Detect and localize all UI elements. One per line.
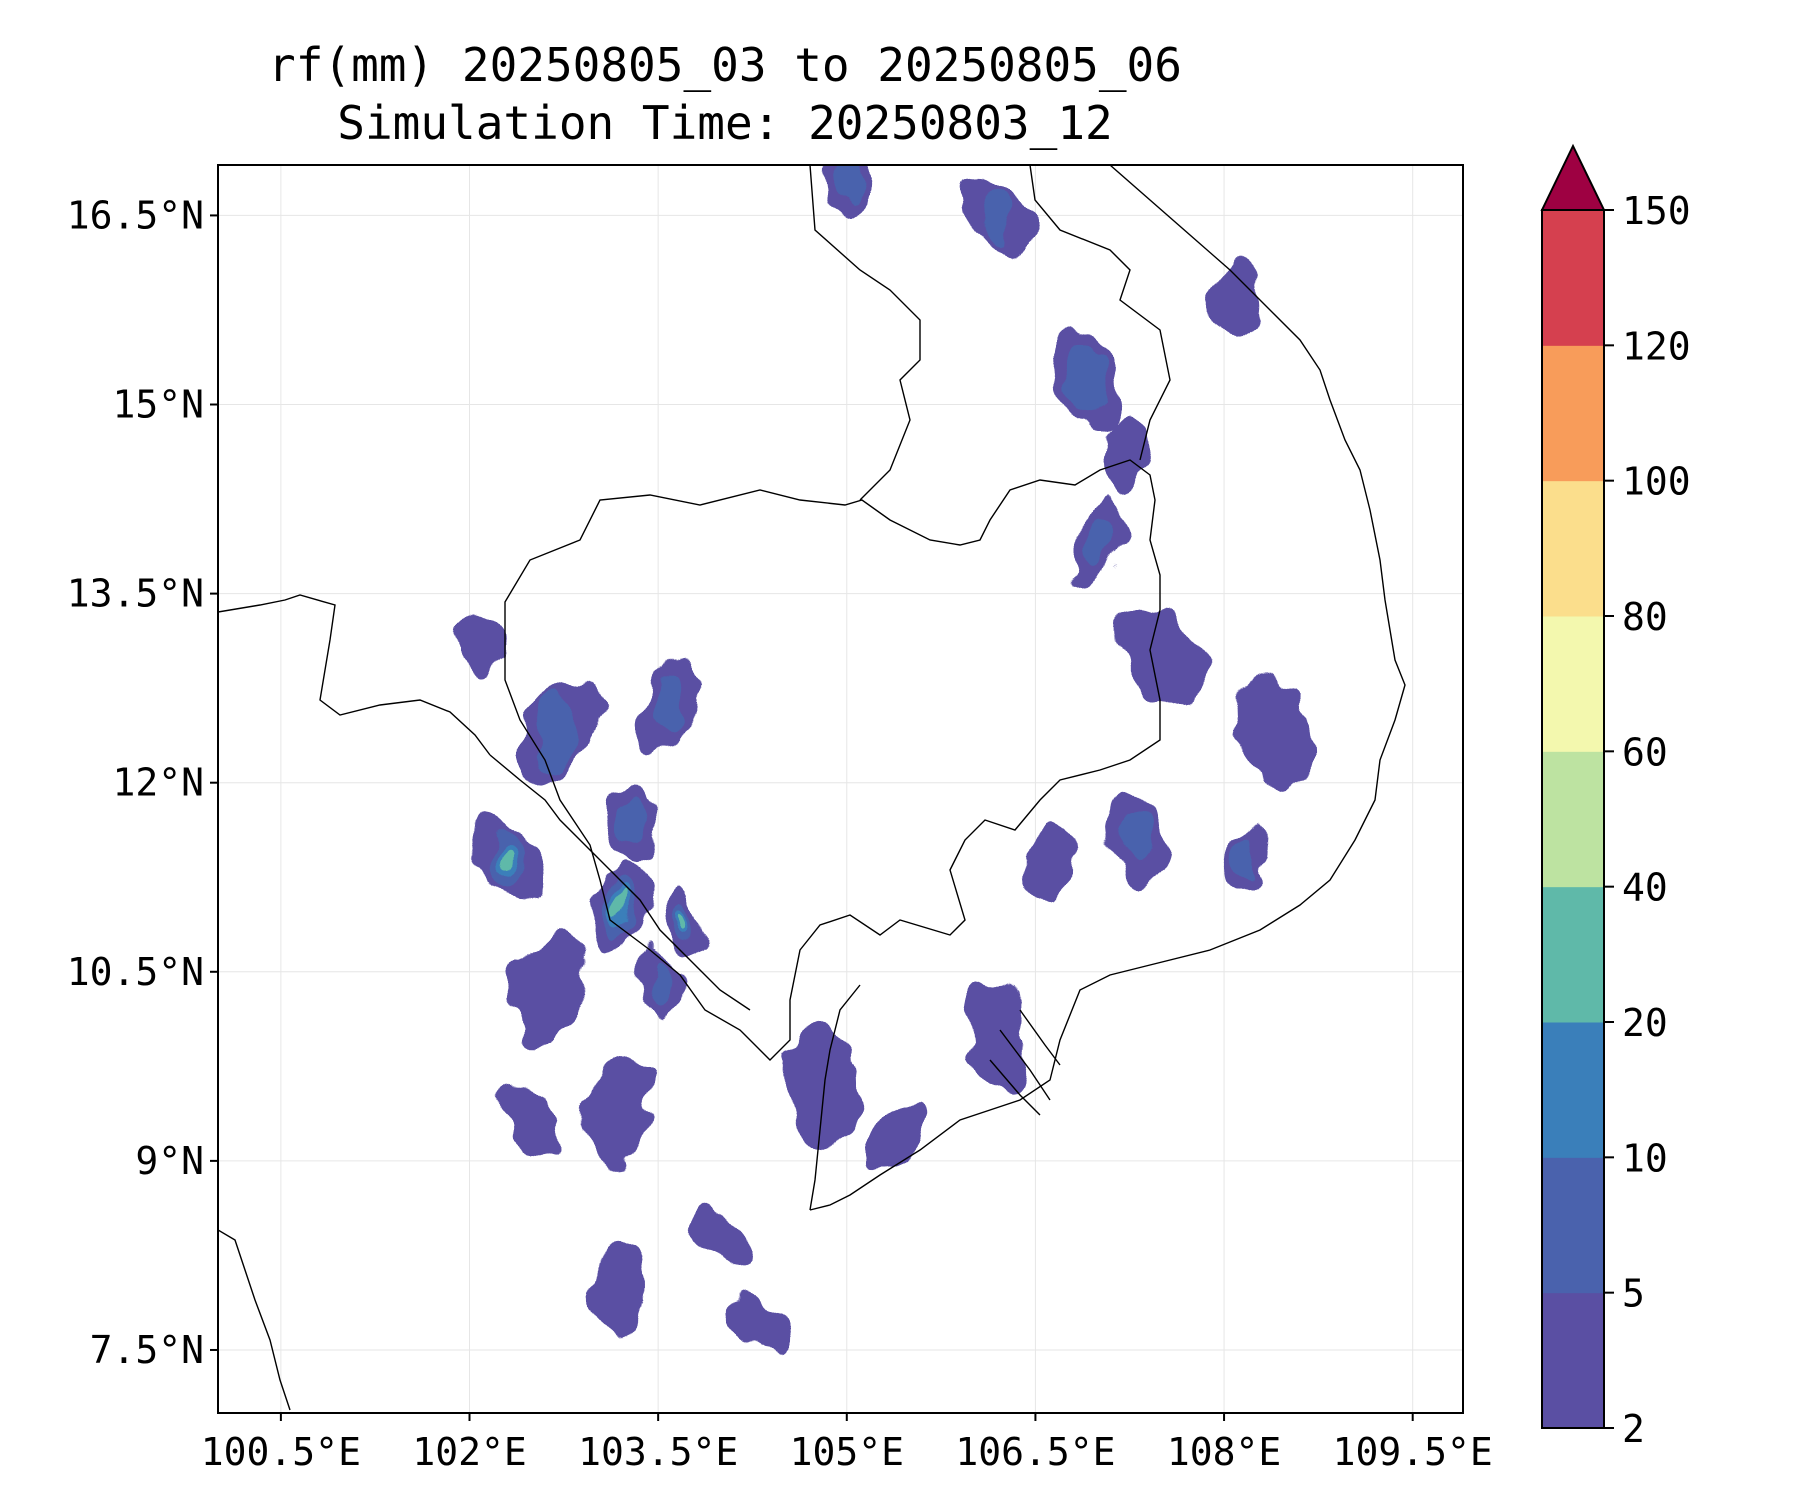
colorbar-tick-label: 40 (1622, 866, 1668, 910)
colorbar-segment (1542, 1022, 1604, 1158)
colorbar-segment (1542, 751, 1604, 888)
rain-area (1116, 605, 1207, 709)
colorbar-tick-label: 10 (1622, 1136, 1668, 1180)
colorbar-segment (1542, 1157, 1604, 1294)
rain-area-core (538, 696, 577, 769)
thailand-border (218, 594, 491, 756)
lon-tick-label: 105°E (790, 1430, 904, 1474)
colorbar: 2 5 10 20 40 60 80 100 120 150 (1540, 143, 1691, 1451)
lon-tick-label: 103.5°E (578, 1430, 738, 1474)
rain-area-core (653, 674, 689, 740)
colorbar-tick-label: 5 (1622, 1272, 1645, 1316)
lon-tick-label: 109.5°E (1333, 1430, 1493, 1474)
lon-tick-label: 106.5°E (955, 1430, 1115, 1474)
colorbar-tick-label: 20 (1622, 1001, 1668, 1045)
lon-tick-label: 102°E (412, 1430, 526, 1474)
lon-tick-label: 100.5°E (201, 1430, 361, 1474)
rain-area (788, 1025, 855, 1146)
colorbar-tick-label: 80 (1622, 595, 1668, 639)
rain-area (593, 1239, 647, 1335)
map-frame (217, 164, 1464, 1414)
colorbar-segment (1542, 345, 1604, 482)
colorbar-tick-label: 60 (1622, 730, 1668, 774)
rain-area-core (982, 186, 1014, 245)
colorbar-tick-label: 150 (1622, 189, 1691, 233)
colorbar-frame (1541, 209, 1605, 1429)
rain-area (1100, 415, 1147, 495)
colorbar-segment (1542, 1292, 1604, 1429)
rainfall-contours (462, 165, 1312, 1356)
rain-area-core (1237, 836, 1261, 880)
coastlines-and-borders (218, 165, 1406, 1411)
rain-area (866, 1098, 928, 1173)
rain-area-core (619, 795, 647, 846)
gulf-coast (218, 754, 861, 1411)
colorbar-segment (1542, 616, 1604, 752)
colorbar-tick-label: 2 (1622, 1407, 1645, 1451)
latitude-ticks: 16.5°N 15°N 13.5°N 12°N 10.5°N 9°N 7.5°N (67, 193, 218, 1372)
rain-area-max (615, 898, 626, 920)
rain-area-core (646, 962, 670, 1006)
rain-area (509, 926, 581, 1043)
colorbar-segment (1542, 480, 1604, 617)
lat-tick-label: 10.5°N (67, 950, 204, 994)
rain-area (1020, 821, 1076, 895)
longitude-ticks: 100.5°E 102°E 103.5°E 105°E 106.5°E 108°E 109.… (201, 1413, 1493, 1474)
rain-area-core (1120, 804, 1152, 862)
lat-tick-label: 16.5°N (67, 193, 204, 237)
rain-area (967, 981, 1029, 1089)
rain-area (731, 1294, 787, 1356)
lat-tick-label: 15°N (112, 383, 204, 427)
gridlines (218, 165, 1463, 1413)
rain-area (692, 1200, 750, 1273)
rain-area (1237, 674, 1312, 790)
lat-tick-label: 9°N (135, 1139, 204, 1183)
rain-area-max (678, 912, 688, 931)
colorbar-tick-label: 100 (1622, 460, 1691, 504)
rain-area (504, 1084, 561, 1162)
lat-tick-label: 7.5°N (90, 1328, 204, 1372)
map-subtitle: Simulation Time: 20250803_12 (337, 96, 1113, 150)
rain-area (1213, 261, 1260, 346)
colorbar-segment (1542, 210, 1604, 346)
rain-area-core (1084, 517, 1112, 569)
delta-rivers (989, 1009, 1061, 1116)
lat-tick-label: 13.5°N (67, 572, 204, 616)
colorbar-extend-arrow (1540, 143, 1606, 211)
rain-area (589, 1057, 652, 1164)
lon-tick-label: 108°E (1167, 1430, 1281, 1474)
vietnam-coast (809, 165, 1406, 1211)
colorbar-tick-label: 120 (1622, 324, 1691, 368)
cambodia-border (504, 459, 1161, 1061)
colorbar-segment (1542, 886, 1604, 1023)
rain-area-core (1068, 346, 1104, 412)
rain-area-core (835, 165, 859, 200)
map-title: rf(mm) 20250805_03 to 20250805_06 (268, 38, 1182, 92)
laos-border (809, 165, 1171, 501)
lat-tick-label: 12°N (112, 761, 204, 805)
rain-area-max (501, 847, 513, 869)
rain-area (462, 608, 502, 680)
